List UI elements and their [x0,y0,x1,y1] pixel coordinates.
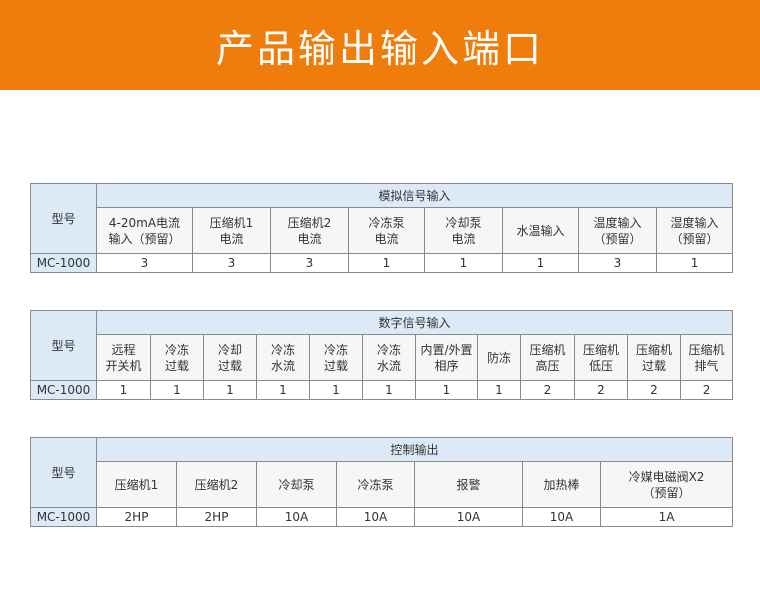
column-header: 冷媒电磁阀X2 （预留） [599,461,734,508]
column-header: 报警 [414,461,523,508]
value-cell: 10A [336,507,415,527]
value-cell: 2 [627,380,681,400]
digital-input-table: 型号 数字信号输入 远程 开关机 冷冻 过载 冷却 过载 冷冻 水流 冷冻 过载 冷冻 水流内… [30,310,734,400]
group-header: 数字信号输入 [95,310,734,335]
column-header: 冷冻 过载 [309,334,363,381]
column-header: 冷冻 水流 [256,334,310,381]
model-cell: MC-1000 [30,253,97,273]
model-header: 型号 [30,310,97,381]
value-cell: 1 [362,380,416,400]
value-cell: 1A [599,507,734,527]
model-header: 型号 [30,437,97,508]
column-header: 湿度输入 （预留） [655,207,734,254]
group-header: 控制输出 [95,437,734,462]
column-header: 压缩机2 电流 [270,207,349,254]
table-row: MC-1000 3 3 3 1 1 1 3 1 [30,253,734,273]
value-cell: 10A [414,507,523,527]
value-cell: 3 [578,253,657,273]
column-header: 冷冻 水流 [362,334,416,381]
value-cell: 1 [309,380,363,400]
column-header: 水温输入 [502,207,579,254]
model-cell: MC-1000 [30,507,97,527]
analog-input-table: 型号 模拟信号输入 4-20mA电流 输入（预留） 压缩机1 电流 压缩机2 电流 冷冻泵… [30,183,734,273]
column-header: 远程 开关机 [96,334,151,381]
value-cell: 2HP [176,507,257,527]
value-cell: 2 [520,380,575,400]
table-row: MC-1000 1 1 1 1 1 1 1 1 2 2 2 2 [30,380,734,400]
value-cell: 1 [348,253,425,273]
column-header: 压缩机 排气 [679,334,734,381]
model-cell: MC-1000 [30,380,97,400]
title-banner: 产品输出输入端口 [0,0,760,90]
column-header: 压缩机1 电流 [192,207,271,254]
column-header: 冷却 过载 [203,334,257,381]
column-header: 防冻 [477,334,521,381]
table-row: MC-1000 2HP 2HP 10A 10A 10A 10A 1A [30,507,734,527]
value-cell: 3 [192,253,271,273]
column-header: 内置/外置 相序 [415,334,478,381]
column-header: 温度输入 （预留） [578,207,657,254]
value-cell: 10A [522,507,601,527]
column-header: 4-20mA电流 输入（预留） [96,207,193,254]
value-cell: 1 [96,380,151,400]
column-header: 冷冻 过载 [150,334,204,381]
value-cell: 2 [574,380,628,400]
value-cell: 3 [96,253,193,273]
column-header: 压缩机 低压 [574,334,628,381]
value-cell: 1 [477,380,521,400]
value-cell: 2 [679,380,734,400]
group-header: 模拟信号输入 [95,183,734,208]
model-header: 型号 [30,183,97,254]
control-output-table: 型号 控制输出 压缩机1 压缩机2 冷却泵 冷冻泵 报警 加热棒 冷媒电磁阀X2 （预留） MC-… [30,437,734,527]
value-cell: 1 [256,380,310,400]
value-cell: 1 [203,380,257,400]
column-header: 冷却泵 [256,461,337,508]
value-cell: 1 [150,380,204,400]
value-cell: 2HP [96,507,177,527]
column-header: 压缩机 过载 [627,334,681,381]
column-header: 冷冻泵 电流 [348,207,425,254]
value-cell: 1 [502,253,579,273]
column-header: 加热棒 [522,461,601,508]
column-header: 冷却泵 电流 [424,207,503,254]
column-header: 压缩机1 [96,461,177,508]
page-title: 产品输出输入端口 [215,26,544,71]
column-header: 压缩机2 [176,461,257,508]
value-cell: 1 [655,253,734,273]
value-cell: 10A [256,507,337,527]
value-cell: 1 [415,380,478,400]
value-cell: 3 [270,253,349,273]
column-header: 压缩机 高压 [520,334,575,381]
column-header: 冷冻泵 [336,461,415,508]
value-cell: 1 [424,253,503,273]
